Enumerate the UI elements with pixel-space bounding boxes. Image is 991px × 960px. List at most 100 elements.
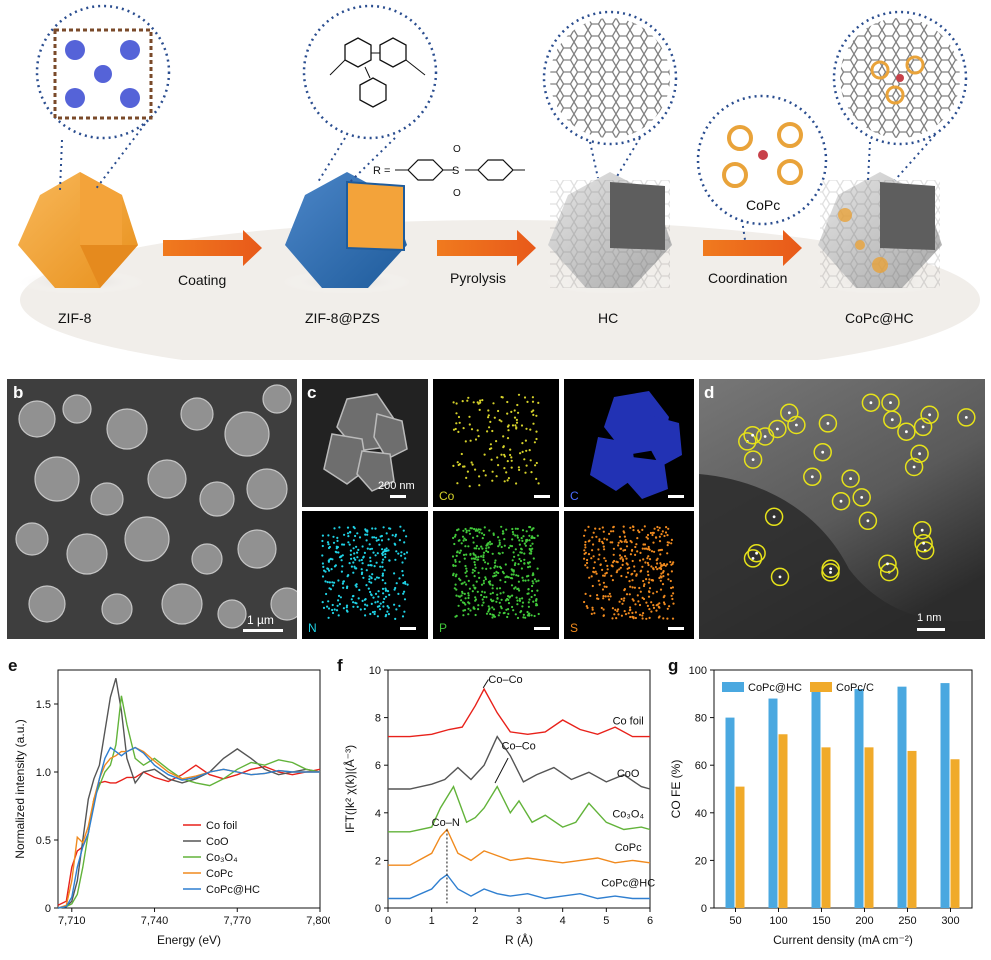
eds-dot: [327, 559, 330, 562]
eds-dot: [617, 544, 620, 547]
copc-molecule-zoom: CoPc: [696, 94, 828, 241]
eds-dot: [639, 551, 642, 554]
eds-dot: [622, 549, 625, 552]
eds-dot: [633, 570, 636, 573]
eds-dot: [634, 616, 637, 620]
eds-dot: [514, 548, 517, 551]
eds-dot: [618, 568, 621, 571]
eds-dot: [498, 543, 501, 546]
eds-dot: [482, 559, 485, 562]
eds-dot: [511, 424, 515, 427]
eds-dot: [464, 440, 467, 443]
eds-dot: [362, 576, 365, 579]
eds-dot: [503, 544, 506, 547]
eds-dot: [657, 616, 660, 619]
eds-dot: [602, 595, 605, 598]
eds-dot: [452, 428, 456, 431]
eds-dot: [394, 533, 398, 536]
eds-dot: [503, 538, 506, 541]
single-atom-marker: [787, 415, 806, 435]
eds-dot: [467, 607, 470, 610]
eds-dot: [326, 541, 330, 544]
eds-dot: [491, 479, 494, 482]
eds-dot: [365, 584, 368, 587]
eds-dot: [488, 540, 492, 543]
eds-dot: [472, 584, 475, 587]
chart-f-series-line: [388, 735, 651, 790]
eds-dot: [625, 593, 629, 596]
eds-dot: [452, 564, 455, 567]
eds-dot: [666, 552, 669, 555]
eds-dot: [601, 540, 604, 543]
eds-dot: [374, 554, 377, 557]
eds-dot: [401, 561, 404, 564]
eds-dot: [608, 598, 611, 601]
chart-f-y-axis-label: IFT(|k² χ(k)|(Å⁻³): [342, 745, 357, 833]
eds-dot: [505, 471, 508, 474]
eds-dot: [474, 613, 477, 617]
eds-dot: [516, 403, 519, 407]
eds-dot: [521, 529, 525, 532]
eds-dot: [526, 614, 529, 617]
panel-b-scale-bar: [243, 629, 283, 632]
eds-dot: [331, 608, 334, 612]
eds-dot: [666, 544, 669, 547]
eds-dot: [660, 533, 663, 536]
eds-dot: [366, 533, 369, 536]
chart-g-x-tick-label: 150: [812, 915, 830, 927]
eds-dot: [603, 557, 606, 560]
eds-dot: [371, 573, 374, 576]
eds-dot: [370, 602, 373, 605]
chart-g-bar: [907, 750, 917, 908]
eds-dot: [602, 597, 605, 600]
eds-dot: [666, 617, 669, 620]
eds-dot: [381, 587, 385, 590]
svg-text:O: O: [453, 188, 461, 199]
chart-f-plot-frame: [387, 669, 651, 909]
eds-dot: [514, 613, 517, 616]
eds-dot: [342, 607, 345, 610]
eds-dot: [384, 553, 387, 556]
eds-dot: [331, 581, 334, 584]
eds-dot: [491, 470, 494, 473]
eds-dot: [659, 588, 663, 591]
eds-dot: [501, 551, 504, 554]
eds-dot: [492, 608, 496, 611]
eds-dot: [492, 599, 495, 602]
eds-dot: [379, 608, 382, 611]
eds-dot: [520, 537, 523, 540]
eds-dot: [533, 578, 537, 581]
eds-dot: [520, 567, 523, 570]
single-atom-marker: [803, 467, 822, 487]
eds-dot: [362, 556, 365, 559]
zif8-crystal-icon: [18, 172, 138, 288]
eds-dot: [626, 563, 629, 566]
eds-dot: [480, 545, 483, 548]
eds-dot: [495, 600, 498, 603]
eds-dot: [385, 549, 388, 552]
eds-dot: [639, 570, 642, 573]
eds-dot: [523, 558, 526, 561]
eds-dot: [463, 465, 466, 468]
sem-particles: [7, 379, 297, 639]
eds-dot: [623, 588, 626, 591]
eds-dot: [503, 467, 506, 470]
eds-dot: [494, 564, 497, 567]
chart-g-y-tick-label: 40: [695, 808, 707, 820]
single-atom-dot: [928, 413, 931, 417]
chart-g-bar: [725, 717, 735, 908]
eds-dot: [491, 552, 494, 555]
eds-dot: [631, 548, 634, 552]
eds-dot: [369, 612, 372, 616]
eds-dot: [652, 592, 655, 595]
eds-dot: [666, 534, 669, 537]
eds-dot: [529, 526, 532, 529]
eds-dot: [648, 608, 651, 611]
eds-dot: [646, 570, 649, 573]
eds-dot: [629, 539, 632, 543]
eds-dot: [458, 463, 461, 466]
eds-dot: [663, 603, 666, 606]
eds-dot: [528, 598, 531, 601]
zif8-structure-zoom: [35, 4, 171, 191]
eds-dot: [365, 569, 368, 572]
